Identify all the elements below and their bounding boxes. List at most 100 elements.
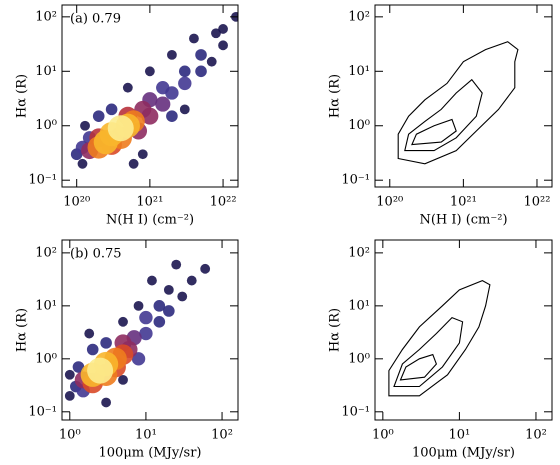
y-tick-label: 10⁻¹ xyxy=(341,404,370,419)
density-cell xyxy=(101,397,112,408)
y-tick-label: 10¹ xyxy=(35,64,57,79)
panel-annotation: (a) 0.79 xyxy=(70,12,121,27)
density-cell xyxy=(105,103,118,116)
density-cell xyxy=(139,326,153,341)
y-tick-label: 10² xyxy=(348,245,370,260)
density-cell xyxy=(107,115,134,142)
x-tick-label: 10²⁰ xyxy=(63,195,90,210)
x-tick-label: 10²⁰ xyxy=(376,195,403,210)
axes-frame xyxy=(61,239,239,421)
density-cell xyxy=(218,40,228,51)
x-tick-label: 10² xyxy=(525,428,547,443)
density-cell xyxy=(147,275,157,286)
x-tick-label: 10⁰ xyxy=(59,428,81,443)
contour-line xyxy=(404,78,483,152)
y-tick-label: 10² xyxy=(35,245,57,260)
density-cell xyxy=(166,110,178,122)
density-cell xyxy=(122,82,133,93)
density-cell xyxy=(141,107,159,125)
density-cell xyxy=(178,65,191,78)
density-cell xyxy=(153,300,166,312)
density-cell xyxy=(72,361,85,373)
plot-area xyxy=(388,279,491,397)
density-cell xyxy=(64,369,75,380)
density-cell xyxy=(195,49,207,61)
x-axis-label: N(H I) (cm⁻²) xyxy=(419,213,507,228)
x-axis-label: 100μm (MJy/sr) xyxy=(99,446,202,461)
density-cell xyxy=(92,110,105,122)
y-tick-label: 10⁰ xyxy=(35,351,57,366)
density-cell xyxy=(128,158,139,169)
x-axis-label: 100μm (MJy/sr) xyxy=(412,446,515,461)
contour-line xyxy=(399,353,438,381)
density-cell xyxy=(165,86,179,100)
density-cell xyxy=(195,65,207,78)
y-axis-label: Hα (R) xyxy=(328,74,343,118)
density-cell xyxy=(155,96,171,112)
x-tick-label: 10⁰ xyxy=(372,428,394,443)
density-cell xyxy=(137,149,148,160)
density-cell xyxy=(186,275,197,286)
density-cell xyxy=(200,263,211,274)
density-cell xyxy=(167,50,177,60)
density-cell xyxy=(211,28,221,39)
axes-frame xyxy=(374,239,553,421)
y-tick-label: 10¹ xyxy=(348,64,370,79)
density-cell xyxy=(178,76,192,91)
density-cell xyxy=(87,357,114,384)
y-tick-label: 10⁰ xyxy=(348,118,370,133)
y-tick-label: 10² xyxy=(348,9,370,24)
plot-area xyxy=(70,11,238,169)
density-cell xyxy=(133,300,144,311)
density-cell xyxy=(153,315,166,328)
density-cell xyxy=(189,33,199,44)
density-cell xyxy=(163,305,175,317)
y-tick-label: 10⁰ xyxy=(348,351,370,366)
plot-area xyxy=(64,259,211,408)
density-cell xyxy=(163,285,174,295)
x-tick-label: 10²¹ xyxy=(136,195,163,210)
density-cell xyxy=(179,104,190,115)
y-axis-label: Hα (R) xyxy=(15,74,30,118)
density-cell xyxy=(80,120,90,131)
density-cell xyxy=(177,291,188,302)
y-tick-label: 10⁰ xyxy=(35,118,57,133)
x-tick-label: 10¹ xyxy=(449,428,471,443)
x-tick-label: 10¹ xyxy=(135,428,157,443)
density-cell xyxy=(77,158,88,169)
density-cell xyxy=(118,375,128,385)
density-cell xyxy=(206,56,217,67)
y-tick-label: 10¹ xyxy=(35,298,57,313)
contour-line xyxy=(388,279,491,397)
y-tick-label: 10⁻¹ xyxy=(28,173,57,188)
density-cell xyxy=(218,24,228,34)
contour-line xyxy=(397,41,519,165)
density-cell xyxy=(171,259,182,270)
y-tick-label: 10⁻¹ xyxy=(341,173,370,188)
y-axis-label: Hα (R) xyxy=(328,308,343,352)
density-cell xyxy=(118,316,128,327)
x-tick-label: 10²² xyxy=(210,195,237,210)
x-axis-label: N(H I) (cm⁻²) xyxy=(106,213,194,228)
x-tick-label: 10²¹ xyxy=(450,195,477,210)
panel-annotation: (b) 0.75 xyxy=(70,247,122,262)
y-tick-label: 10⁻¹ xyxy=(28,404,57,419)
density-cell xyxy=(144,66,155,77)
density-cell xyxy=(131,352,146,366)
y-axis-label: Hα (R) xyxy=(15,308,30,352)
y-tick-label: 10² xyxy=(35,9,57,24)
contour-line xyxy=(393,316,464,388)
density-cell xyxy=(139,310,153,325)
density-cell xyxy=(64,390,75,401)
plot-area xyxy=(397,41,519,165)
density-cell xyxy=(100,337,112,349)
x-tick-label: 10²² xyxy=(523,195,550,210)
panel: 10²⁰ 10²¹ 10²² 10⁻¹ 10⁰ 10¹ 10² N(H I) (cm⁻²) Hα… xyxy=(15,4,239,228)
y-tick-label: 10¹ xyxy=(348,298,370,313)
density-cell xyxy=(84,328,95,339)
contour-line xyxy=(411,118,457,146)
panel: 10²⁰ 10²¹ 10²² 10⁻¹ 10⁰ 10¹ 10² N(H I) (cm⁻²) Hα… xyxy=(328,4,553,228)
